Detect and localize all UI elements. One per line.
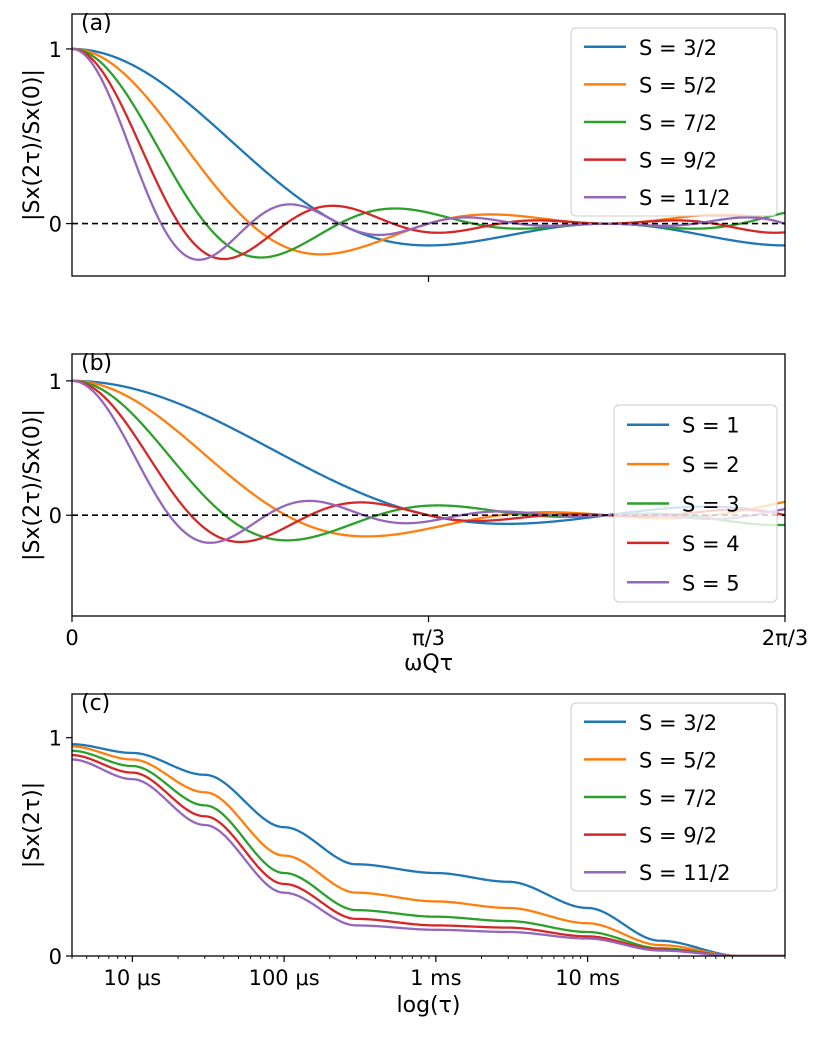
legend-1: S = 1 S = 2 S = 3 S = 4 S = 5	[613, 404, 778, 603]
series-line-1	[72, 745, 785, 956]
panel-label: (a)	[81, 11, 112, 36]
panel-label: (b)	[81, 351, 112, 376]
x-tick-label: 10 μs	[104, 966, 162, 990]
legend-entry: S = 9/2	[639, 149, 717, 173]
series-line-4	[72, 758, 785, 956]
y-tick-label: 1	[49, 727, 62, 751]
plot-area-2	[72, 743, 785, 956]
x-tick-label: 1 ms	[410, 966, 461, 990]
y-axis-label: |Sx(2τ)/Sx(0)|	[20, 409, 45, 561]
plot-area-0	[72, 47, 785, 261]
legend-entry: S = 7/2	[639, 786, 717, 810]
series-line-2	[72, 47, 785, 259]
y-tick-label: 1	[49, 370, 62, 394]
series-line-4	[72, 47, 785, 261]
x-tick-label: π/3	[412, 626, 445, 650]
legend-0: S = 3/2 S = 5/2 S = 7/2 S = 9/2 S = 11/2	[570, 27, 778, 217]
x-axis-label: log(τ)	[397, 993, 461, 1018]
x-tick-label: 10 ms	[555, 966, 620, 990]
legend-entry: S = 3/2	[639, 711, 717, 735]
x-tick-label: 2π/3	[762, 626, 808, 650]
y-axis-label: |Sx(2τ)|	[20, 782, 45, 868]
legend-entry: S = 11/2	[639, 186, 730, 210]
y-axis-label: |Sx(2τ)/Sx(0)|	[20, 69, 45, 221]
y-tick-label: 0	[49, 945, 62, 969]
legend-entry: S = 2	[682, 453, 740, 477]
legend-2: S = 3/2 S = 5/2 S = 7/2 S = 9/2 S = 11/2	[570, 702, 778, 892]
x-tick-label: 0	[65, 626, 78, 650]
x-tick-label: 100 μs	[249, 966, 320, 990]
series-line-0	[72, 743, 785, 956]
legend-box	[613, 404, 778, 603]
legend-entry: S = 1	[682, 414, 740, 438]
legend-entry: S = 4	[682, 532, 740, 556]
legend-entry: S = 5/2	[639, 73, 717, 97]
y-tick-label: 1	[49, 38, 62, 62]
legend-entry: S = 5/2	[639, 748, 717, 772]
panel-label: (c)	[81, 691, 110, 716]
series-line-3	[72, 47, 785, 261]
y-tick-label: 0	[49, 504, 62, 528]
legend-entry: S = 9/2	[639, 824, 717, 848]
series-line-0	[72, 47, 785, 247]
legend-entry: S = 11/2	[639, 861, 730, 885]
legend-entry: S = 7/2	[639, 111, 717, 135]
legend-box	[570, 27, 778, 217]
x-axis-label: ωQτ	[404, 651, 453, 676]
legend-entry: S = 3/2	[639, 36, 717, 60]
legend-entry: S = 3	[682, 493, 740, 517]
legend-entry: S = 5	[682, 571, 740, 595]
legend-box	[570, 702, 778, 892]
y-tick-label: 0	[49, 213, 62, 237]
